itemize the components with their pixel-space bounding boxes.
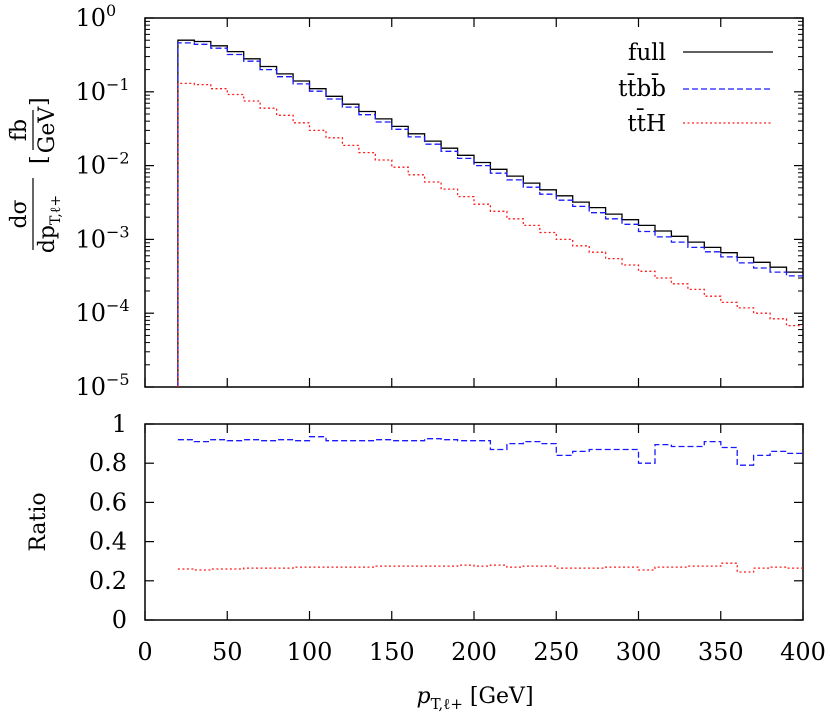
ratio-y-tick-label: 0.6: [89, 488, 127, 516]
ratio-y-tick-label: 0.4: [89, 528, 127, 556]
main-y-axis-label: dσ dpT,ℓ+ [ fb GeV ]: [7, 97, 64, 253]
main-y-tick-exponent: −4: [106, 296, 130, 315]
main-y-tick-label: 10: [75, 373, 106, 401]
ratio-y-tick-label: 0.2: [89, 567, 127, 595]
main-y-tick-mantissa: 10: [75, 299, 106, 327]
main-y-tick-label: 10: [75, 78, 106, 106]
ratio-plot-frame: [144, 423, 804, 621]
x-tick-label: 400: [780, 638, 826, 666]
main-x-ticks: [144, 18, 804, 387]
legend: full tt̄bb̄ tt̄H: [618, 40, 773, 137]
legend-entry-tth: tt̄H: [627, 109, 773, 137]
main-y-tick-exponent: −1: [106, 75, 130, 94]
ylabel-denominator-main: dp: [35, 225, 60, 253]
main-y-tick-mantissa: 10: [75, 78, 106, 106]
main-y-tick-mantissa: 10: [75, 373, 106, 401]
x-tick-label: 50: [212, 638, 243, 666]
ratio-line-tth: [177, 562, 803, 573]
x-axis-label-main: p: [416, 684, 430, 709]
x-tick-label: 150: [369, 638, 415, 666]
legend-label-full: full: [628, 40, 666, 66]
ratio-series-group: [177, 436, 803, 573]
ylabel-left-bracket: [: [27, 155, 52, 164]
ylabel-numerator: dσ: [7, 199, 32, 228]
x-tick-label: 350: [698, 638, 744, 666]
x-tick-label: 300: [616, 638, 662, 666]
ylabel-denominator-sub: T,ℓ+: [48, 195, 64, 225]
legend-entry-ttbb: tt̄bb̄: [618, 74, 773, 102]
legend-label-ttbb: tt̄bb̄: [618, 74, 666, 102]
main-y-tick-mantissa: 10: [75, 152, 106, 180]
main-y-tick-exponent: −5: [106, 370, 130, 389]
series-line-full: [177, 39, 803, 387]
series-line-ttbb: [177, 42, 803, 387]
ratio-panel: 00.20.40.60.81 0 50 100 150 200 250 300 350 400 …: [26, 410, 826, 713]
x-tick-label: 250: [533, 638, 579, 666]
ylabel-denominator: dpT,ℓ+: [35, 195, 64, 253]
main-y-tick-mantissa: 10: [75, 4, 106, 32]
x-tick-label: 100: [287, 638, 333, 666]
main-y-tick-mantissa: 10: [75, 225, 106, 253]
ratio-y-tick-label: 0: [112, 606, 127, 634]
x-axis-label: pT,ℓ+ [GeV]: [416, 684, 533, 713]
main-series-group: [177, 39, 803, 387]
ylabel-unit-denominator: GeV: [35, 106, 60, 154]
ylabel-unit-numerator: fb: [7, 119, 32, 141]
x-tick-label: 0: [137, 638, 152, 666]
ratio-x-ticks: 0 50 100 150 200 250 300 350 400: [137, 424, 826, 666]
main-y-tick-exponent: 0: [106, 1, 116, 20]
ratio-y-axis-label: Ratio: [26, 492, 51, 551]
ratio-y-ticks: 0 0.2 0.4 0.6 0.8 1: [89, 410, 803, 634]
ratio-y-tick-label: 0.8: [89, 449, 127, 477]
main-plot-frame: [144, 17, 804, 388]
x-axis-label-sub: T,ℓ+: [431, 695, 463, 713]
ratio-y-tick-label: 1: [112, 410, 127, 438]
x-tick-label: 200: [451, 638, 497, 666]
main-y-tick-label: 10: [75, 299, 106, 327]
main-y-tick-label: 10: [75, 225, 106, 253]
main-y-tick-label: 10: [75, 152, 106, 180]
main-y-tick-exponent: −3: [106, 222, 130, 241]
x-axis-label-unit: [GeV]: [463, 684, 534, 709]
ratio-line-ttbb: [177, 436, 803, 466]
series-line-tth: [177, 82, 803, 387]
legend-label-tth: tt̄H: [627, 109, 666, 137]
ylabel-right-bracket: ]: [27, 97, 52, 106]
legend-entry-full: full: [628, 40, 773, 66]
main-y-tick-label: 10: [75, 4, 106, 32]
main-y-tick-exponent: −2: [106, 149, 130, 168]
